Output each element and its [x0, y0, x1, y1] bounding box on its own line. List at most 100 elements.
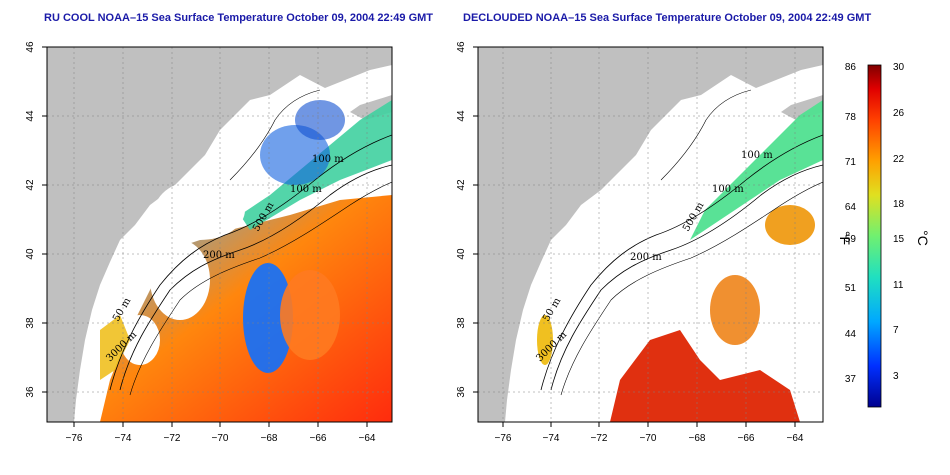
right-warm-patch-east: [765, 205, 815, 245]
cbar-f-tick: 71: [845, 157, 857, 168]
left-cloud-3: [120, 315, 160, 365]
colorbar-celsius-ticks: 30 26 22 18 15 11 7 3: [893, 62, 905, 382]
right-contour-label-100m-a: 100 m: [741, 150, 773, 161]
right-x-tick-label: −64: [787, 433, 804, 444]
right-y-tick: 46: [456, 41, 478, 53]
left-y-tick-label: 40: [25, 248, 36, 260]
right-map-frame: [477, 46, 824, 423]
cbar-f-tick: 37: [845, 374, 857, 385]
colorbar-fahrenheit-ticks: 86 78 71 64 59 51 44 37: [845, 62, 857, 385]
right-x-axis: −76 −74 −72 −70 −68 −66 −64: [495, 422, 804, 444]
left-cloud-1: [155, 180, 245, 240]
left-contour-3000m: [129, 181, 392, 396]
right-y-tick-label: 42: [456, 179, 467, 191]
cbar-f-tick: 78: [845, 112, 857, 123]
right-contour-50m: [660, 89, 752, 181]
left-map: 100 m 100 m 200 m 500 m 50 m 3000 m 46 4…: [25, 41, 393, 444]
left-contour-100m: [109, 134, 392, 391]
cbar-c-tick: 11: [893, 280, 904, 291]
right-warm-coastal: [537, 315, 553, 365]
right-contour-label-200m: 200 m: [630, 252, 662, 263]
left-x-tick: −70: [212, 422, 229, 444]
right-x-tick-label: −70: [640, 433, 657, 444]
right-map: 100 m 100 m 200 m 500 m 50 m 3000 m 46 4…: [456, 41, 824, 444]
right-shelf-water: [690, 100, 823, 240]
left-y-tick-label: 44: [25, 110, 36, 122]
left-y-tick: 46: [25, 41, 47, 53]
cbar-f-tick: 86: [845, 62, 857, 73]
right-y-tick-label: 36: [456, 386, 467, 398]
left-cold-eddy: [243, 263, 293, 373]
right-x-tick-label: −72: [591, 433, 608, 444]
cbar-c-tick: 18: [893, 199, 905, 210]
right-x-tick-label: −74: [543, 433, 560, 444]
left-coastal-strip: [100, 315, 130, 380]
left-x-tick-label: −70: [212, 433, 229, 444]
right-x-tick: −72: [591, 422, 608, 444]
right-x-tick: −68: [689, 422, 706, 444]
right-y-tick-label: 46: [456, 41, 467, 53]
cbar-f-tick: 44: [845, 329, 857, 340]
left-y-tick-label: 36: [25, 386, 36, 398]
left-x-tick: −66: [310, 422, 327, 444]
cbar-c-tick: 7: [893, 325, 899, 336]
right-warm-south: [610, 330, 800, 422]
right-y-tick: 36: [456, 386, 478, 398]
left-cloud-2: [150, 240, 210, 320]
left-x-tick-label: −68: [261, 433, 278, 444]
right-map-title: DECLOUDED NOAA–15 Sea Surface Temperatur…: [463, 12, 872, 24]
right-x-tick: −74: [543, 422, 560, 444]
left-warm-core: [280, 270, 340, 360]
left-y-axis: 46 44 42 40 38 36: [25, 41, 47, 398]
right-land-mass: [478, 47, 823, 422]
colorbar-gradient: [867, 64, 882, 408]
right-y-tick-label: 40: [456, 248, 467, 260]
left-y-tick-label: 46: [25, 41, 36, 53]
right-x-tick-label: −68: [689, 433, 706, 444]
left-x-tick: −68: [261, 422, 278, 444]
right-x-tick-label: −66: [738, 433, 755, 444]
cbar-c-tick: 26: [893, 108, 905, 119]
left-y-tick: 42: [25, 179, 47, 191]
left-x-tick: −72: [164, 422, 181, 444]
left-contour-label-100m-a: 100 m: [312, 154, 344, 165]
left-x-tick-label: −66: [310, 433, 327, 444]
cbar-c-tick: 3: [893, 371, 899, 382]
right-x-tick-label: −76: [495, 433, 512, 444]
left-y-tick: 44: [25, 110, 47, 122]
right-x-tick: −66: [738, 422, 755, 444]
left-contour-label-100m-b: 100 m: [290, 184, 322, 195]
left-x-tick-label: −74: [115, 433, 132, 444]
cbar-f-tick: 51: [845, 283, 857, 294]
right-x-tick: −70: [640, 422, 657, 444]
cbar-c-tick: 15: [893, 234, 905, 245]
right-y-tick: 38: [456, 317, 478, 329]
colorbar: 86 78 71 64 59 51 44 37 30 26 22 18 15 1…: [837, 62, 931, 408]
left-x-tick-label: −76: [66, 433, 83, 444]
left-x-tick: −76: [66, 422, 83, 444]
left-x-tick: −64: [359, 422, 376, 444]
right-contour-100m: [540, 134, 823, 391]
left-x-tick-label: −72: [164, 433, 181, 444]
right-contour-3000m: [560, 181, 823, 396]
right-y-tick: 44: [456, 110, 478, 122]
cbar-f-tick: 59: [845, 234, 857, 245]
left-cold-patch-1: [260, 125, 330, 185]
left-y-tick-label: 42: [25, 179, 36, 191]
right-y-axis: 46 44 42 40 38 36: [456, 41, 478, 398]
cbar-c-tick: 30: [893, 62, 905, 73]
left-y-tick: 38: [25, 317, 47, 329]
left-contour-50m: [229, 89, 321, 181]
left-x-tick-label: −64: [359, 433, 376, 444]
left-land-mass: [47, 47, 392, 422]
right-y-tick: 42: [456, 179, 478, 191]
left-contour-200m: [119, 164, 392, 391]
right-contour-label-100m-b: 100 m: [712, 184, 744, 195]
left-cold-patch-2: [295, 100, 345, 140]
right-y-tick: 40: [456, 248, 478, 260]
left-x-tick: −74: [115, 422, 132, 444]
left-x-axis: −76 −74 −72 −70 −68 −66 −64: [66, 422, 376, 444]
cbar-f-tick: 64: [845, 202, 857, 213]
cbar-c-tick: 22: [893, 154, 905, 165]
